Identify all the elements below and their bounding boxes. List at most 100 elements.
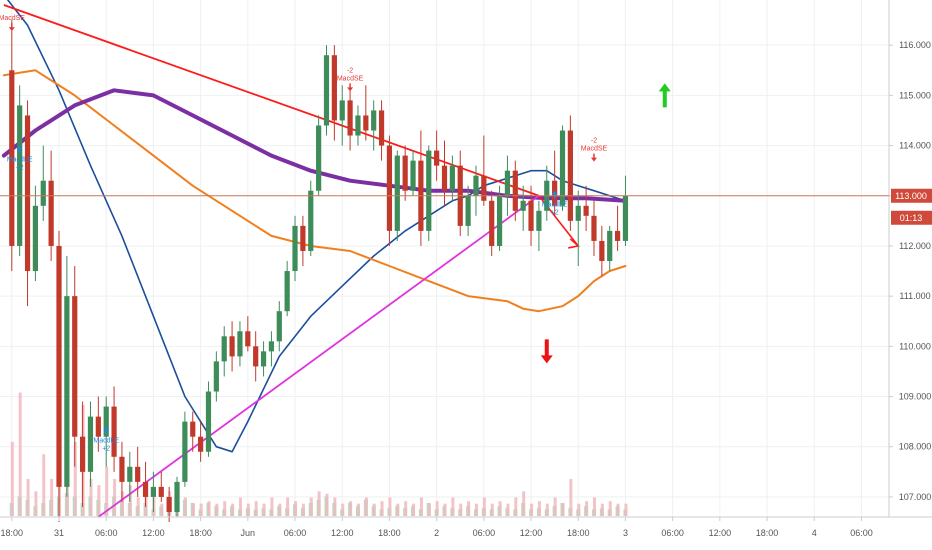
volume-bar-down	[372, 503, 376, 516]
candle-up	[323, 55, 330, 126]
volume-bar-down	[215, 503, 219, 516]
candle-down	[95, 416, 101, 437]
volume-bar-down	[42, 454, 46, 516]
candle-up	[575, 205, 581, 221]
volume-bar-down	[553, 497, 557, 516]
candle-down	[80, 436, 86, 472]
x-tick-label: 2	[434, 528, 439, 538]
candle-up	[32, 205, 39, 272]
candle-up	[87, 416, 94, 472]
candle-up	[473, 175, 479, 196]
y-tick-label: 111.000	[899, 291, 930, 301]
signal-down-arrow	[8, 27, 15, 32]
candle-down	[614, 230, 621, 241]
volume-bar-down	[530, 503, 534, 516]
candle-down	[441, 165, 448, 191]
candle-up	[449, 165, 455, 191]
green-up-arrow-icon[interactable]	[658, 83, 671, 92]
volume-bar-down	[577, 503, 581, 516]
volume-bar-down	[286, 497, 290, 516]
signal-down-arrow	[347, 87, 354, 92]
candle-up	[64, 296, 70, 487]
candle-up	[559, 130, 566, 206]
volume-bar-down	[451, 497, 455, 516]
x-tick-label: 18:00	[1, 528, 24, 538]
red-down-arrow-shaft[interactable]	[544, 339, 549, 357]
candle-up	[536, 210, 542, 231]
volume-bar-down	[191, 503, 195, 516]
x-tick-label: 06:00	[473, 528, 496, 538]
volume-bar-down	[270, 497, 274, 516]
volume-bar-down	[592, 497, 596, 516]
candle-down	[363, 115, 369, 131]
candle-down	[135, 466, 141, 482]
candle-up	[496, 195, 503, 246]
candle-up	[355, 115, 361, 136]
red-down-arrow-icon[interactable]	[540, 355, 553, 364]
volume-bar-down	[506, 503, 510, 516]
volume-bar-down	[364, 497, 368, 516]
y-tick-label: 112.000	[899, 241, 931, 251]
volume-bar-down	[522, 491, 526, 516]
candle-down	[119, 456, 125, 482]
candle-up	[308, 190, 314, 251]
signal-sublabel: +2	[16, 165, 24, 172]
axes	[0, 0, 932, 518]
y-tick-label: 115.000	[899, 90, 931, 100]
volume-bar-down	[600, 503, 604, 516]
volume-bar-down	[278, 503, 282, 516]
signal-sublabel: +2	[102, 446, 110, 453]
candle-down	[402, 155, 408, 191]
candle-up	[182, 421, 188, 482]
signal-label: MacdLE	[7, 157, 33, 164]
candle-down	[567, 130, 573, 221]
volume-bar-down	[482, 497, 486, 516]
candle-up	[174, 481, 180, 512]
x-tick-label: Jun	[241, 528, 256, 538]
x-tick-label: 12:00	[709, 528, 732, 538]
candle-up	[268, 341, 275, 352]
x-tick-label: 12:00	[331, 528, 354, 538]
y-axis-ticks[interactable]: 107.000 108.000 109.000 110.000 111.000 112.0…	[889, 40, 931, 502]
trendline-magenta[interactable]	[97, 195, 540, 518]
signal-label: MacdSE	[0, 15, 25, 22]
candle-up	[284, 271, 290, 312]
signal-label: MacdSE	[337, 75, 364, 82]
green-up-arrow-shaft[interactable]	[662, 90, 667, 108]
volume-bar-down	[341, 503, 345, 516]
x-axis-ticks[interactable]: 18:00 31 06:00 12:00 18:00 Jun 06:00 12:00 18:00…	[1, 517, 873, 538]
y-tick-label: 107.000	[899, 492, 932, 502]
candle-down	[489, 200, 495, 246]
y-tick-label: 110.000	[899, 341, 931, 351]
trendline-red[interactable]	[3, 4, 540, 197]
volume-bar-down	[26, 478, 30, 516]
x-tick-label: 18:00	[378, 528, 401, 538]
x-tick-label: 18:00	[567, 528, 590, 538]
volume-bar-down	[490, 503, 494, 516]
x-tick-label: 06:00	[661, 528, 684, 538]
signal-label: MacdLE	[93, 438, 119, 445]
volume-bar-down	[120, 491, 124, 516]
arrow-drawings[interactable]	[540, 83, 671, 364]
candle-up	[292, 225, 298, 272]
candle-down	[481, 175, 487, 201]
candle-down	[434, 150, 440, 166]
candle-down	[378, 110, 385, 146]
volume-bar-down	[537, 501, 541, 516]
signal-sublabel: -2	[591, 138, 597, 145]
volume-bar-down	[254, 501, 258, 516]
candle-up	[205, 391, 212, 452]
candle-down	[512, 170, 518, 211]
volume-bar-down	[317, 491, 321, 516]
candle-down	[111, 406, 117, 457]
volume-bar-down	[514, 497, 518, 516]
volume-bar-down	[97, 485, 101, 516]
candle-up	[237, 331, 243, 357]
last-price-marker: 113.000 01:13	[0, 188, 932, 225]
volume-bar-down	[246, 503, 250, 516]
candle-up	[127, 466, 133, 482]
candle-down	[331, 55, 337, 121]
